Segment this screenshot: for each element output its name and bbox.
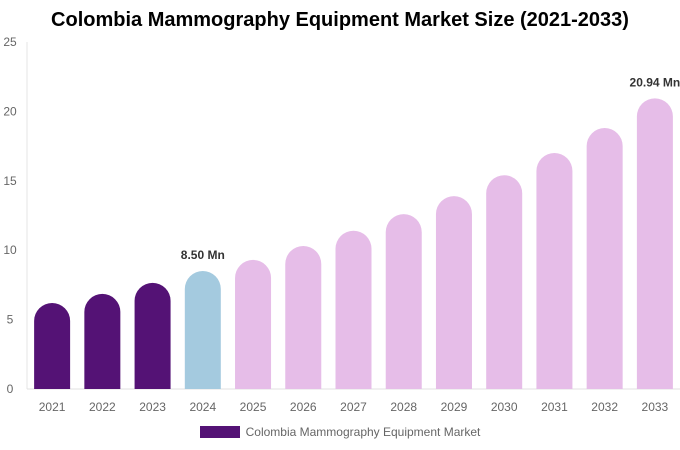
x-tick-label: 2022 bbox=[89, 400, 116, 414]
x-tick-label: 2026 bbox=[290, 400, 317, 414]
y-tick-label: 20 bbox=[3, 104, 17, 118]
x-tick-label: 2028 bbox=[390, 400, 417, 414]
bar-2031 bbox=[536, 153, 573, 389]
y-tick-label: 25 bbox=[3, 35, 17, 49]
legend-swatch bbox=[199, 426, 240, 438]
y-tick-label: 10 bbox=[3, 243, 17, 257]
y-tick-label: 0 bbox=[7, 382, 14, 396]
x-tick-label: 2021 bbox=[39, 400, 66, 414]
x-tick-label: 2024 bbox=[189, 400, 216, 414]
data-label-2033: 20.94 Mn bbox=[630, 75, 680, 89]
bar-2030 bbox=[486, 175, 523, 389]
y-tick-label: 5 bbox=[7, 313, 14, 327]
bar-2021 bbox=[34, 302, 71, 389]
bar-2032 bbox=[586, 128, 623, 389]
bar-2023 bbox=[134, 282, 171, 389]
x-tick-label: 2027 bbox=[340, 400, 367, 414]
chart-title: Colombia Mammography Equipment Market Si… bbox=[51, 9, 629, 31]
x-tick-label: 2033 bbox=[642, 400, 669, 414]
bar-2022 bbox=[84, 293, 121, 389]
bar-2033 bbox=[636, 98, 673, 390]
bar-2025 bbox=[235, 259, 272, 389]
data-label-2024: 8.50 Mn bbox=[181, 248, 225, 262]
x-tick-label: 2032 bbox=[591, 400, 618, 414]
bar-2026 bbox=[285, 246, 322, 389]
x-tick-label: 2030 bbox=[491, 400, 518, 414]
bar-2029 bbox=[435, 196, 472, 389]
x-tick-label: 2029 bbox=[441, 400, 468, 414]
legend: Colombia Mammography Equipment Market bbox=[0, 425, 680, 439]
bar-2027 bbox=[335, 230, 372, 389]
legend-label: Colombia Mammography Equipment Market bbox=[245, 425, 481, 439]
x-tick-label: 2031 bbox=[541, 400, 568, 414]
x-tick-label: 2023 bbox=[139, 400, 166, 414]
x-tick-label: 2025 bbox=[240, 400, 267, 414]
y-tick-label: 15 bbox=[3, 174, 17, 188]
bar-2024 bbox=[184, 271, 221, 389]
bar-2028 bbox=[385, 214, 422, 389]
